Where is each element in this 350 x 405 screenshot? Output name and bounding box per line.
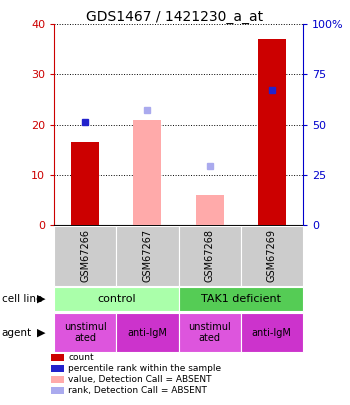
Text: ▶: ▶ bbox=[37, 328, 46, 337]
Text: control: control bbox=[97, 294, 136, 304]
Text: unstimul
ated: unstimul ated bbox=[188, 322, 231, 343]
Text: cell line: cell line bbox=[2, 294, 42, 304]
Text: ▶: ▶ bbox=[37, 294, 46, 304]
Text: count: count bbox=[68, 353, 94, 362]
Text: GSM67269: GSM67269 bbox=[267, 229, 277, 282]
Text: rank, Detection Call = ABSENT: rank, Detection Call = ABSENT bbox=[68, 386, 207, 395]
Text: GSM67266: GSM67266 bbox=[80, 229, 90, 282]
Text: GDS1467 / 1421230_a_at: GDS1467 / 1421230_a_at bbox=[86, 10, 264, 24]
Bar bbox=[258, 39, 286, 225]
Text: value, Detection Call = ABSENT: value, Detection Call = ABSENT bbox=[68, 375, 212, 384]
Bar bbox=[133, 119, 161, 225]
Text: GSM67268: GSM67268 bbox=[204, 229, 215, 282]
Text: anti-IgM: anti-IgM bbox=[252, 328, 292, 337]
Text: agent: agent bbox=[2, 328, 32, 337]
Bar bbox=[196, 195, 224, 225]
Text: unstimul
ated: unstimul ated bbox=[64, 322, 107, 343]
Bar bbox=[71, 142, 99, 225]
Text: TAK1 deficient: TAK1 deficient bbox=[201, 294, 281, 304]
Text: percentile rank within the sample: percentile rank within the sample bbox=[68, 364, 221, 373]
Text: anti-IgM: anti-IgM bbox=[127, 328, 167, 337]
Text: GSM67267: GSM67267 bbox=[142, 229, 153, 282]
